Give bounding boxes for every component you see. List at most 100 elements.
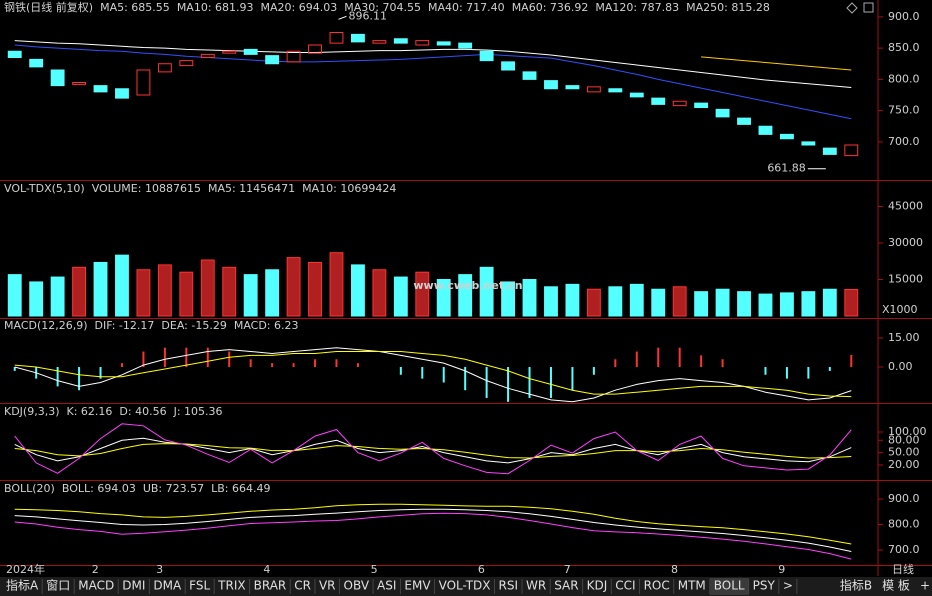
tab[interactable]: FSL [189,579,210,593]
legend-entry: MA5: 11456471 [208,182,295,195]
panel-title: KDJ(9,3,3) [4,405,60,418]
tab[interactable]: DMA [153,579,182,593]
panel-title: MACD(12,26,9) [4,319,88,332]
tab[interactable]: MTM [678,579,706,593]
volume-bar [93,261,108,317]
y-tick-label: 850.0 [888,41,920,54]
candle [544,80,558,90]
tab[interactable]: > [783,579,793,593]
legend-entry: MA5: 685.55 [100,1,170,14]
icon[interactable] [863,2,874,13]
candle [372,40,387,44]
y-tick-label: 0.00 [888,360,913,373]
volume-bar [608,286,623,317]
volume-bar [372,269,387,317]
tab[interactable]: 指标A [6,578,39,593]
volume-bar [651,288,666,317]
volume-bar [758,293,773,317]
volume-bar [200,259,215,317]
tab[interactable]: TRIX [217,579,245,593]
legend-entry: BOLL: 694.03 [62,482,136,495]
y-tick-label: 50.00 [888,446,920,459]
tab[interactable]: MACD [78,579,114,593]
volume-bar [801,291,816,317]
candle [565,85,580,90]
tab[interactable]: VOL-TDX [439,579,491,593]
annotation: 896.11 [348,9,387,22]
volume-bar [586,288,601,317]
candle [329,32,344,44]
tab[interactable]: 指标B [840,578,872,593]
tab[interactable]: 模 板 [882,579,910,593]
x-tick-label: 2 [92,563,99,576]
tab[interactable]: KDJ [587,579,608,593]
volume-bar [29,281,44,317]
indicator-line [14,40,852,88]
volume-bar [50,276,65,317]
volume-bar [308,261,322,317]
legend-entry: DIF: -12.17 [95,319,155,332]
volume-bar [72,266,87,317]
candle [715,108,730,118]
volume-bar [286,257,301,317]
y-tick-label: 900.0 [888,492,920,505]
volume-bar [350,264,365,317]
candle [779,133,794,140]
volume-bar [479,266,494,317]
legend-entry: MA10: 10699424 [302,182,396,195]
y-tick-label: 750.0 [888,104,920,117]
candle [115,88,129,99]
panel-title: 钢铁(日线 前复权) [4,0,93,14]
legend-entry: K: 62.16 [67,405,113,418]
tab[interactable]: + [920,579,930,593]
y-tick-label: 700.0 [888,543,920,556]
tab[interactable]: OBV [344,579,370,593]
toolbar [0,577,932,596]
tab[interactable]: ROC [644,579,670,593]
tab[interactable]: PSY [753,579,776,593]
legend-entry: MA10: 681.93 [177,1,254,14]
candle [801,141,816,146]
tab[interactable]: EMV [404,579,431,593]
tab[interactable]: VR [319,579,336,593]
tab[interactable]: BRAR [254,579,287,593]
volume-bar [715,288,730,317]
y-tick-label: 15000 [888,272,923,285]
candle [651,97,666,105]
x-tick-label: 7 [564,563,571,576]
x-tick-label: 8 [671,563,678,576]
panel-title: BOLL(20) [4,482,55,495]
legend-entry: MA20: 694.03 [261,1,338,14]
tab[interactable]: 窗口 [46,579,70,593]
icon[interactable] [846,2,858,14]
y-tick-label: 30000 [888,236,923,249]
tab[interactable]: ASI [377,579,396,593]
tab-bg [709,578,749,595]
volume-bar [157,264,172,317]
tab[interactable]: CR [294,579,311,593]
tab[interactable]: RSI [499,579,519,593]
candle [479,50,494,62]
tab[interactable]: BOLL [714,579,745,593]
annotation-arrow [338,15,347,20]
unit-label: X1000 [882,303,918,316]
y-tick-label: 100.00 [888,425,927,438]
y-tick-label: 15.00 [888,331,920,344]
candle [586,86,601,93]
tab[interactable]: CCI [615,579,635,593]
tab[interactable]: WR [526,579,546,593]
panel-title: VOL-TDX(5,10) [4,182,85,195]
tab[interactable]: DMI [122,579,145,593]
volume-bar [222,266,237,317]
volume-bar [115,254,129,317]
candle [243,48,258,55]
candle [179,60,194,67]
tab[interactable]: SAR [554,579,578,593]
legend-entry: MACD: 6.23 [234,319,299,332]
indicator-line [14,423,852,475]
legend-entry: DEA: -15.29 [161,319,226,332]
candle [501,61,516,71]
indicator-line [14,347,852,403]
volume-bar [844,288,859,317]
x-tick-label: 6 [478,563,485,576]
